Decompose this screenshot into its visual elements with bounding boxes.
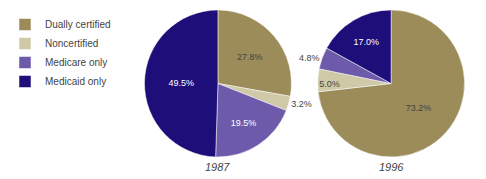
svg-text:1996: 1996	[379, 161, 404, 173]
svg-text:4.8%: 4.8%	[299, 53, 320, 63]
svg-text:19.5%: 19.5%	[231, 118, 257, 128]
svg-text:73.2%: 73.2%	[406, 103, 432, 113]
svg-text:3.2%: 3.2%	[291, 99, 312, 109]
svg-text:Medicaid only: Medicaid only	[45, 76, 106, 87]
svg-text:27.8%: 27.8%	[237, 52, 263, 62]
svg-text:49.5%: 49.5%	[168, 78, 194, 88]
svg-text:Medicare only: Medicare only	[45, 57, 107, 68]
svg-text:17.0%: 17.0%	[354, 37, 380, 47]
svg-text:Dually certified: Dually certified	[45, 19, 111, 30]
svg-text:Noncertified: Noncertified	[45, 38, 98, 49]
svg-text:1987: 1987	[205, 161, 230, 173]
svg-text:5.0%: 5.0%	[319, 79, 340, 89]
